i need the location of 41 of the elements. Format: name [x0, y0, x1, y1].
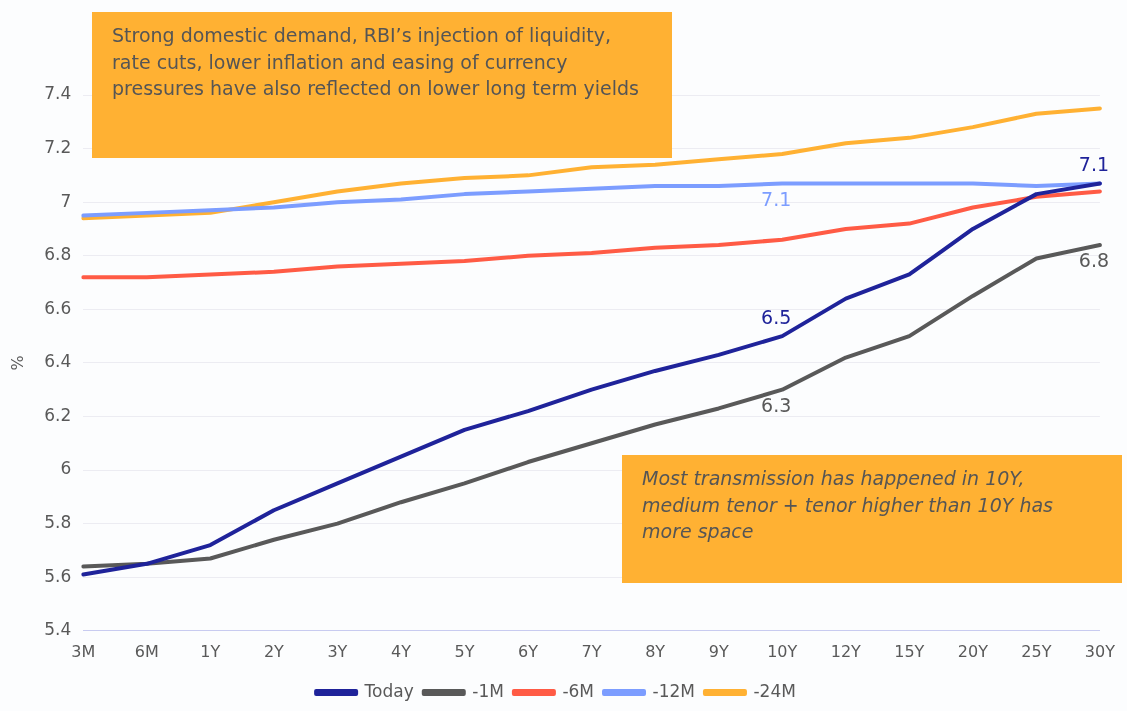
- legend-label: -1M: [472, 680, 504, 701]
- y-tick-label: 5.4: [44, 619, 72, 640]
- y-tick-label: 7.2: [44, 137, 72, 157]
- legend-label: -12M: [652, 680, 695, 701]
- legend-label: Today: [363, 680, 414, 701]
- x-tick-label: 9Y: [708, 641, 729, 661]
- y-tick-label: 6.4: [44, 351, 72, 372]
- data-label: 6.8: [1078, 249, 1110, 272]
- x-tick-label: 12Y: [830, 641, 862, 661]
- x-tick-label: 3Y: [327, 641, 348, 661]
- legend-label: -6M: [562, 680, 595, 701]
- legend-label: -24M: [753, 680, 796, 701]
- x-tick-label: 7Y: [581, 641, 602, 661]
- y-tick-label: 5.6: [44, 565, 72, 586]
- x-tick-label: 2Y: [263, 641, 285, 661]
- x-tick-label: 25Y: [1021, 641, 1052, 661]
- y-tick-label: 6.6: [44, 297, 72, 318]
- y-tick-label: 7.4: [44, 83, 72, 104]
- callout-box: Strong domestic demand, RBI’s injection of liquidity, rate cuts, lower inflation and easing of currency pressures have also reflected on lower long term yields: [92, 12, 672, 158]
- data-label: 7.1: [761, 187, 792, 210]
- x-tick-label: 8Y: [645, 641, 666, 661]
- x-tick-label: 30Y: [1084, 641, 1116, 661]
- y-tick-label: 5.8: [44, 512, 72, 533]
- x-tick-label: 4Y: [390, 641, 412, 661]
- y-axis-title: %: [7, 355, 27, 371]
- data-label: 6.3: [761, 394, 792, 417]
- x-tick-label: 1Y: [200, 641, 221, 661]
- x-tick-label: 15Y: [894, 641, 925, 661]
- x-tick-label: 5Y: [454, 641, 475, 661]
- x-tick-label: 3M: [71, 641, 96, 661]
- y-tick-label: 7: [60, 190, 72, 211]
- data-label: 6.5: [761, 305, 792, 328]
- x-tick-label: 10Y: [767, 641, 798, 661]
- x-tick-label: 20Y: [957, 641, 989, 661]
- data-label: 7.1: [1078, 152, 1110, 175]
- y-tick-label: 6: [60, 458, 72, 479]
- callout-box: Most transmission has happened in 10Y, medium tenor + tenor higher than 10Y has more space: [622, 455, 1122, 583]
- y-tick-label: 6.2: [44, 404, 72, 425]
- y-tick-label: 6.8: [44, 244, 72, 265]
- x-tick-label: 6M: [134, 641, 159, 661]
- x-tick-label: 6Y: [518, 641, 539, 661]
